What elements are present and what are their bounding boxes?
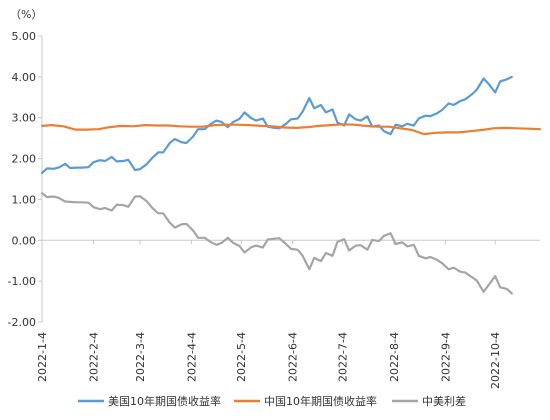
y-tick-label: 2.00	[12, 153, 37, 166]
x-tick-label: 2022-5-4	[235, 332, 248, 382]
legend-label: 中美利差	[422, 394, 466, 408]
x-tick-label: 2022-2-4	[87, 332, 100, 382]
x-tick-label: 2022-7-4	[336, 332, 349, 382]
y-tick-label: -1.00	[8, 275, 36, 288]
x-axis-ticks: 2022-1-4 2022-2-4 2022-3-4 2022-4-4 2022-5-4…	[36, 240, 502, 389]
legend-item-3: 中美利差	[392, 394, 466, 408]
series-line-1	[40, 75, 513, 174]
x-tick-label: 2022-9-4	[439, 332, 452, 382]
y-axis-ticks: 5.00 4.00 3.00 2.00 1.00 0.00 -1.00 -2.00	[8, 30, 42, 329]
x-tick-label: 2022-1-4	[36, 332, 49, 382]
legend-item-2: 中国10年期国债收益率	[234, 394, 377, 408]
x-tick-label: 2022-3-4	[134, 332, 147, 382]
x-tick-label: 2022-10-4	[489, 332, 502, 389]
y-tick-label: 5.00	[12, 30, 37, 43]
legend-label: 美国10年期国债收益率	[108, 394, 221, 408]
y-tick-label: 4.00	[12, 71, 37, 84]
legend-label: 中国10年期国债收益率	[264, 394, 377, 408]
legend: 美国10年期国债收益率 中国10年期国债收益率 中美利差	[78, 394, 466, 408]
y-tick-label: -2.00	[8, 316, 36, 329]
x-tick-label: 2022-4-4	[185, 332, 198, 382]
series-line-3	[40, 192, 513, 295]
y-axis-unit-label: （%）	[10, 8, 42, 21]
x-tick-label: 2022-8-4	[388, 332, 401, 382]
x-tick-label: 2022-6-4	[287, 332, 300, 382]
series-lines	[40, 75, 542, 295]
series-line-2	[40, 123, 542, 136]
y-tick-label: 1.00	[12, 193, 37, 206]
y-tick-label: 0.00	[12, 234, 37, 247]
y-tick-label: 3.00	[12, 112, 37, 125]
legend-item-1: 美国10年期国债收益率	[78, 394, 221, 408]
